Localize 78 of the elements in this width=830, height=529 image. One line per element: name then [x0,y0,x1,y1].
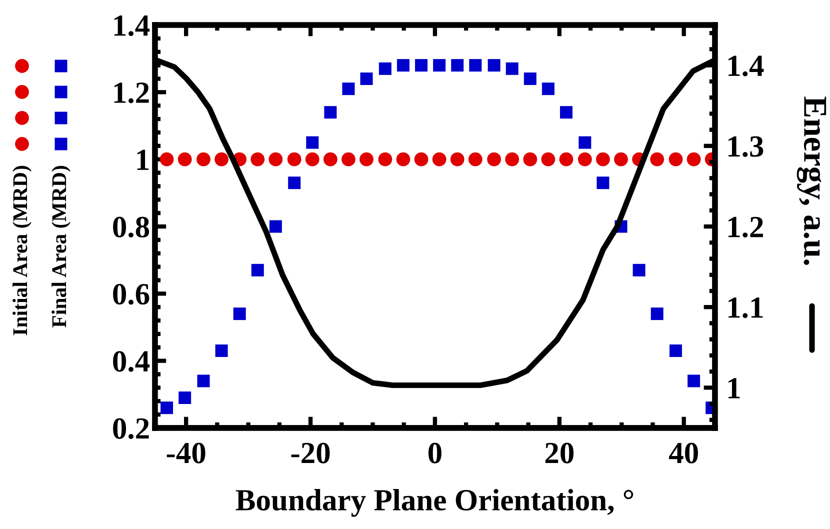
y-tick-label: 0.6 [113,284,150,305]
point [524,72,536,85]
point [451,59,464,72]
point [196,152,210,166]
y-tick-label: 1.4 [114,15,150,36]
point [250,152,265,166]
x-axis-title: Boundary Plane Orientation, ° [236,489,634,517]
point [288,176,301,190]
point [178,391,192,404]
point [596,152,610,166]
point [578,152,592,166]
y-tick-label: 1 [137,150,149,170]
point [450,152,464,166]
point [488,59,500,72]
point [650,308,664,320]
point [686,152,701,166]
point [432,152,446,166]
point [541,152,556,166]
x-tick-label: 0 [428,442,442,464]
point [378,152,392,166]
point [414,152,428,166]
point [469,59,482,72]
y2-tick-label: 1 [728,378,740,398]
point [560,106,572,119]
point [214,152,228,166]
legend-label: Initial Area (MRD) [12,166,32,336]
y2-axis-title: Energy, a.u. [796,96,826,265]
x-tick-label: -40 [166,442,206,464]
point [487,152,502,166]
point [578,136,592,149]
y-tick-label: 0.4 [113,351,150,372]
point [178,152,192,166]
point [396,59,410,72]
x-tick-label: 20 [545,442,574,464]
point [523,152,538,166]
legend-label: Final Area (MRD) [52,166,70,328]
y2-tick-label: 1.2 [728,216,763,238]
point [160,152,174,166]
point [160,402,174,414]
point [215,344,228,357]
point [596,176,610,190]
point [268,152,283,166]
y2-tick-label: 1.1 [728,298,763,318]
point [614,152,628,166]
point [468,152,482,166]
point [342,152,356,166]
point [287,152,302,166]
point [197,374,210,388]
point [233,308,246,320]
point [506,62,518,75]
point [342,82,355,96]
point [688,374,700,388]
point [360,72,373,85]
point [360,152,374,166]
point [251,264,264,276]
point [306,136,319,149]
point [396,152,410,166]
point [324,106,337,119]
point [433,59,446,72]
x-tick-label: -20 [291,442,330,464]
point [632,264,646,276]
point [650,152,664,166]
y2-tick-label: 1.4 [728,56,764,76]
y-tick-label: 1.2 [114,82,149,104]
point [505,152,520,166]
point [415,59,428,72]
point [305,152,320,166]
y2-tick-label: 1.3 [728,136,764,157]
point [378,62,392,75]
point [670,344,682,357]
point [559,152,574,166]
point [668,152,683,166]
point [269,220,282,233]
y-tick-label: 0.8 [113,216,150,238]
y-tick-label: 0.2 [113,418,149,439]
x-tick-label: 40 [668,442,698,464]
point [323,152,338,166]
point [542,82,554,96]
